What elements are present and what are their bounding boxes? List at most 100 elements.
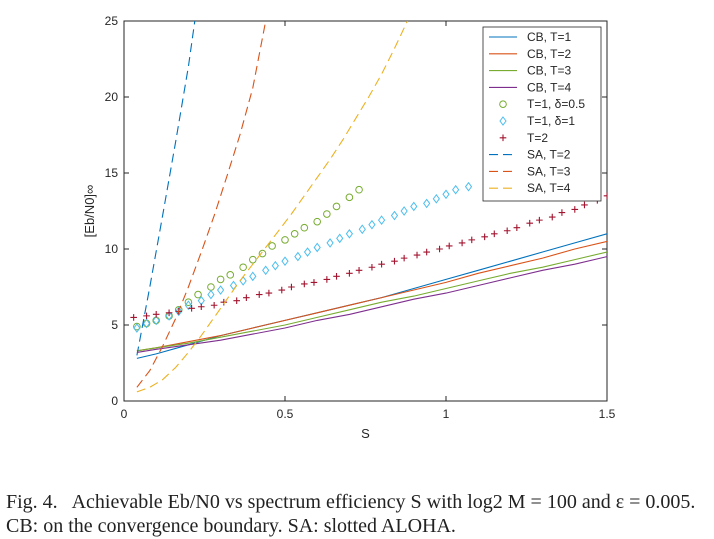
legend-label: SA, T=2 — [527, 148, 571, 162]
series-t-1-0-5-point — [345, 193, 354, 202]
series-t-2-point — [423, 248, 430, 256]
series-t-2-point — [391, 257, 398, 265]
series-t-2-point — [526, 219, 534, 227]
legend-label: T=2 — [527, 131, 548, 145]
y-tick-label: 15 — [105, 166, 119, 180]
series-t-2-point — [152, 311, 160, 318]
series-t-2-point — [378, 260, 385, 268]
series-t-1-1-point — [336, 233, 344, 244]
series-t-1-0-5-point — [184, 298, 193, 307]
series-t-1-1-point — [294, 251, 302, 262]
series-t-1-0-5-point — [258, 249, 267, 258]
legend-label: CB, T=2 — [527, 47, 571, 61]
plot-area-frame — [123, 20, 608, 402]
series-t-1-1-point — [229, 280, 238, 291]
x-tick-label: 1 — [443, 407, 450, 421]
series-t-2-point — [346, 270, 353, 277]
series-t-1-0-5-point — [226, 271, 235, 279]
series-t-1-0-5-point — [281, 236, 289, 244]
legend-swatch — [499, 116, 507, 126]
legend-label: SA, T=4 — [527, 181, 571, 195]
series-cb-t-3-line — [136, 251, 607, 352]
series-t-2-point — [165, 309, 173, 317]
series-t-2-point — [400, 254, 408, 262]
series-t-2-point — [536, 216, 543, 224]
series-t-2-point — [581, 201, 588, 209]
series-t-1-1-point — [377, 215, 386, 225]
series-t-1-1-point — [326, 238, 334, 248]
series-t-2-point — [503, 227, 511, 235]
series-t-1-1-point — [184, 300, 193, 311]
series-t-1-1-point — [152, 315, 160, 326]
series-cb-t-2-line — [136, 240, 607, 352]
series-t-1-1-point — [303, 247, 312, 257]
y-tick-label: 5 — [111, 318, 118, 332]
series-t-2-point — [368, 263, 376, 271]
series-t-2-point — [571, 206, 579, 213]
series-cb-t-4-line — [136, 256, 607, 353]
series-t-1-0-5-point — [332, 202, 341, 211]
series-t-1-0-5-point — [290, 230, 299, 238]
legend-label: CB, T=4 — [527, 80, 571, 94]
figure-caption: Fig. 4. Achievable Eb/N0 vs spectrum eff… — [6, 491, 701, 537]
legend: CB, T=1 CB, T=2 CB, T=3 CB, T=4 T=1, δ=0.5 T=… — [482, 26, 602, 202]
y-tick-label: 25 — [105, 14, 119, 28]
series-t-2-point — [220, 298, 228, 306]
series-t-2-point — [436, 245, 443, 253]
x-axis-label: S — [361, 426, 370, 441]
series-t-2-point — [278, 286, 286, 294]
series-t-2-point — [558, 209, 566, 216]
y-tick-label: 0 — [111, 394, 118, 408]
series-t-1-1-point — [442, 189, 450, 200]
chart: 0 0.5 1 1.5 0 5 10 15 20 25 S [Eb/N0]∞ CB, T=1 CB, T=… — [82, 14, 616, 441]
series-t-2-point — [188, 304, 195, 312]
series-sa-t-4-line — [136, 21, 408, 393]
series-t-2-point — [445, 242, 453, 250]
legend-swatch — [499, 134, 507, 142]
series-t-1-1-point — [390, 210, 399, 221]
series-t-1-0-5-point — [313, 217, 322, 226]
series-t-1-1-point — [175, 306, 183, 317]
series-t-1-1-point — [452, 184, 460, 195]
series-t-2-point — [130, 314, 137, 321]
series-t-2-point — [468, 236, 476, 244]
series-t-2-point — [323, 276, 331, 283]
series-t-2-point — [491, 230, 498, 238]
series-t-1-1-point — [368, 219, 376, 230]
series-t-2-point — [243, 294, 250, 301]
series-t-1-1-point — [216, 285, 225, 295]
series-t-2-point — [233, 297, 240, 304]
series-t-1-1-point — [432, 194, 440, 204]
series-t-2-point — [481, 233, 488, 241]
series-t-2-point — [413, 251, 421, 259]
legend-label: CB, T=3 — [527, 64, 571, 78]
series-t-1-0-5-point — [152, 316, 160, 325]
series-t-1-1-point — [133, 323, 141, 333]
series-t-1-1-point — [165, 311, 173, 321]
series-t-1-1-point — [249, 271, 257, 282]
series-t-1-1-point — [400, 206, 408, 216]
series-t-1-1-point — [345, 228, 354, 239]
legend-label: T=1, δ=1 — [527, 114, 575, 128]
series-t-2-point — [265, 289, 273, 297]
series-t-1-0-5-point — [239, 263, 247, 272]
series-t-1-1-point — [271, 260, 279, 271]
series-t-1-0-5-point — [194, 290, 202, 299]
series-t-1-0-5-point — [323, 210, 331, 218]
y-axis-label: [Eb/N0]∞ — [82, 185, 97, 238]
series-t-1-1-point — [142, 318, 151, 329]
series-t-1-1-point — [410, 201, 418, 212]
series-t-1-1-point — [262, 265, 270, 276]
series-t-1-1-point — [358, 224, 366, 235]
series-t-1-1-point — [313, 242, 321, 253]
x-tick-label: 0 — [121, 407, 128, 421]
series-t-1-0-5-point — [142, 319, 151, 328]
legend-label: CB, T=1 — [527, 30, 571, 44]
series-t-1-1-point — [239, 276, 247, 286]
series-t-1-1-point — [207, 289, 215, 300]
series-t-2-point — [355, 266, 363, 274]
series-t-2-point — [548, 213, 556, 221]
series-t-2-point — [210, 301, 218, 309]
series-t-2-point — [458, 239, 466, 247]
